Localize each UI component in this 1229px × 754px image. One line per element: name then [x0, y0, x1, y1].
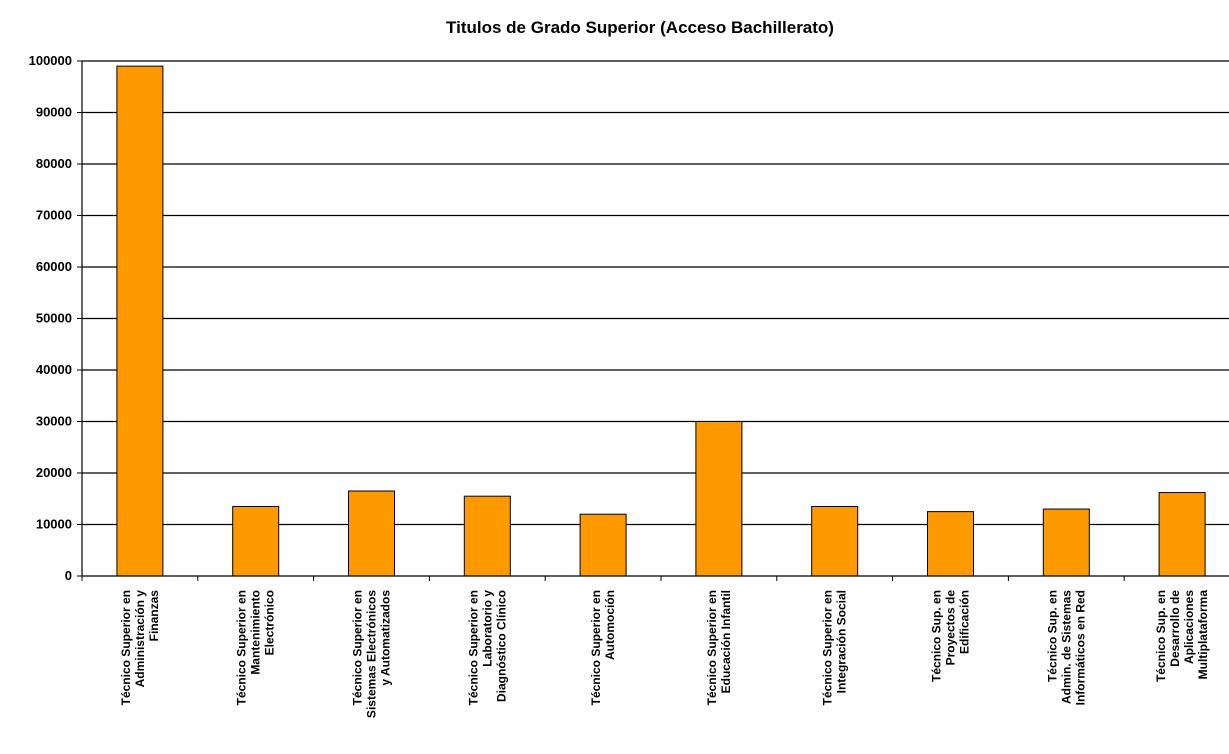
y-tick-label: 100000 — [29, 53, 72, 68]
bar — [463, 495, 511, 577]
y-tick-label: 90000 — [36, 105, 72, 120]
x-tick-label: Técnico Superior en — [705, 590, 719, 705]
x-tick-label: Admin. de Sistemas — [1059, 590, 1073, 704]
x-tick-label: Finanzas — [147, 590, 161, 642]
bar — [116, 65, 164, 577]
x-tick-label: Sistemas Electrónicos — [365, 590, 379, 718]
bars — [116, 65, 1206, 577]
bar — [927, 511, 974, 577]
x-tick-label: Técnico Superior en — [821, 590, 835, 705]
x-tick-label: Automoción — [603, 590, 617, 660]
x-tick-label: y Automatizados — [379, 590, 393, 686]
x-tick-label: Diagnóstico Clínico — [494, 590, 508, 702]
y-tick-label: 10000 — [36, 517, 72, 532]
x-tick-label: Educación Infantil — [719, 590, 733, 693]
x-tick-label: Mantenimiento — [249, 590, 263, 675]
x-tick-label: Técnico Superior en — [351, 590, 365, 705]
y-tick-label: 40000 — [36, 362, 72, 377]
x-tick-label: Técnico Superior en — [466, 590, 480, 705]
bar — [695, 421, 743, 577]
grid-lines — [82, 60, 1229, 526]
bar — [348, 490, 395, 577]
bar — [811, 505, 859, 577]
bar — [1158, 492, 1206, 577]
x-tick-label: Técnico Superior en — [589, 590, 603, 705]
x-tick-label: Edificación — [958, 590, 972, 654]
y-tick-label: 0 — [65, 568, 72, 583]
bar — [1042, 508, 1090, 577]
bar — [232, 505, 280, 577]
axes — [77, 60, 1229, 581]
y-tick-label: 70000 — [36, 208, 72, 223]
x-tick-label: Técnico Superior en — [119, 590, 133, 705]
y-tick-label: 30000 — [36, 414, 72, 429]
x-tick-label: Administración y — [133, 590, 147, 688]
x-tick-label: Integración Social — [835, 590, 849, 693]
x-tick-label: Desarrollo de — [1168, 590, 1182, 667]
x-tick-label: Aplicaciones — [1182, 590, 1196, 664]
x-tick-label: Multiplataforma — [1196, 590, 1210, 680]
chart-title: Titulos de Grado Superior (Acceso Bachil… — [446, 18, 834, 37]
y-tick-label: 20000 — [36, 465, 72, 480]
x-tick-label: Técnico Sup. en — [1045, 590, 1059, 682]
x-tick-label: Técnico Sup. en — [1154, 590, 1168, 682]
y-tick-label: 60000 — [36, 259, 72, 274]
x-tick-label: Laboratorio y — [480, 590, 494, 667]
x-tick-label: Proyectos de — [944, 590, 958, 666]
tick-labels: 0 10000 20000 30000 40000 50000 60000 70000 8000… — [29, 53, 1210, 718]
y-tick-label: 50000 — [36, 311, 72, 326]
x-tick-label: Técnico Superior en — [235, 590, 249, 705]
y-tick-label: 80000 — [36, 156, 72, 171]
x-tick-label: Técnico Sup. en — [930, 590, 944, 682]
x-tick-label: Electrónico — [263, 590, 277, 655]
x-tick-label: Informáticos en Red — [1073, 590, 1087, 705]
bar — [579, 513, 627, 577]
